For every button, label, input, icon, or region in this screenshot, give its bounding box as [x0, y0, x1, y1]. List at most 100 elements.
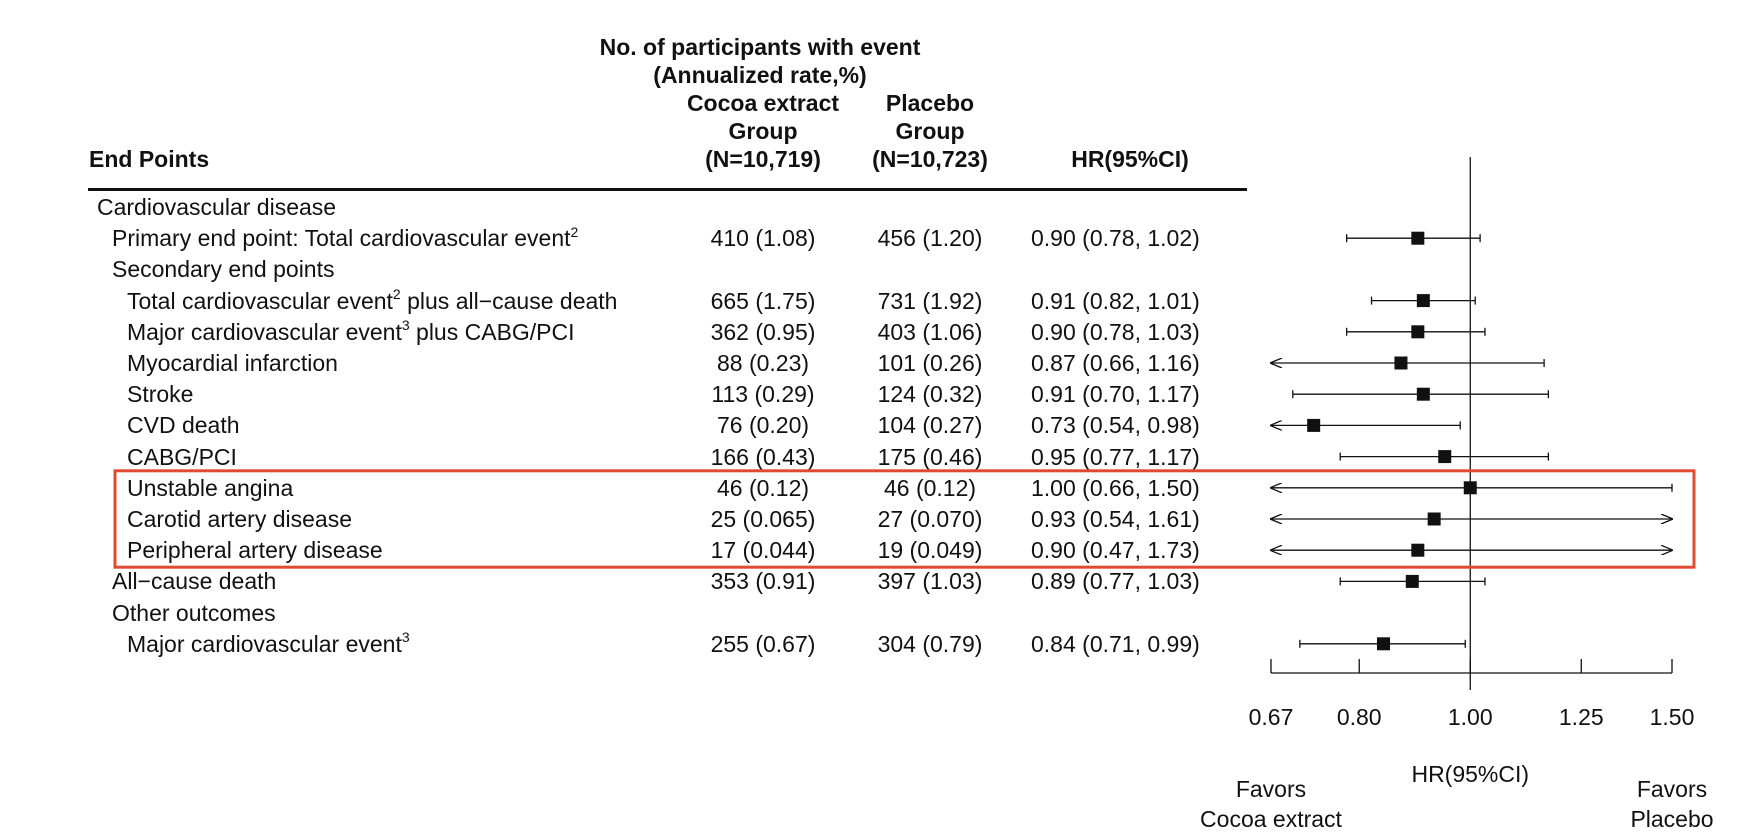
cocoa-events-cell: 76 (0.20) [716, 412, 810, 439]
endpoint-label: Unstable angina [127, 474, 293, 502]
hr-point-marker [1416, 387, 1430, 401]
placebo-events-cell: 456 (1.20) [877, 225, 983, 252]
hr-ci-cell: 0.93 (0.54, 1.61) [1031, 506, 1200, 532]
endpoint-label: Primary end point: Total cardiovascular … [112, 224, 578, 252]
cocoa-events-cell: 113 (0.29) [711, 381, 815, 408]
placebo-events-cell: 104 (0.27) [877, 412, 983, 439]
endpoint-label: Carotid artery disease [127, 505, 352, 533]
cocoa-header-line2: Group [728, 118, 798, 144]
endpoint-label-text: Myocardial infarction [127, 350, 338, 376]
hr-point-marker [1416, 294, 1430, 308]
placebo-events-cell: 731 (1.92) [877, 287, 983, 314]
endpoint-label-superscript: 2 [570, 223, 579, 240]
hr-ci-cell: 0.91 (0.82, 1.01) [1031, 287, 1200, 314]
hr-point-marker [1427, 512, 1441, 526]
placebo-events-cell: 19 (0.049) [877, 537, 983, 564]
endpoint-label: Peripheral artery disease [127, 536, 383, 564]
hr-ci-cell: 1.00 (0.66, 1.50) [1031, 474, 1200, 501]
endpoint-label-text: CABG/PCI [127, 443, 237, 470]
endpoint-label-text: Total cardiovascular event [127, 287, 393, 314]
cocoa-events-cell: 25 (0.065) [710, 506, 816, 532]
hr-point-marker [1411, 231, 1425, 245]
placebo-events-cell: 124 (0.32) [877, 381, 983, 408]
endpoint-label: Secondary end points [112, 255, 335, 283]
endpoint-label: All−cause death [112, 567, 276, 595]
hr-point-marker [1394, 356, 1408, 370]
placebo-events-cell: 101 (0.26) [877, 350, 983, 376]
x-tick-label: 1.25 [1558, 704, 1604, 730]
hr-ci-cell: 0.73 (0.54, 0.98) [1031, 412, 1200, 439]
placebo-header-line2: Group [895, 118, 965, 144]
endpoint-label: Major cardiovascular event3 plus CABG/PC… [127, 318, 575, 346]
cocoa-events-cell: 362 (0.95) [710, 318, 816, 345]
x-tick-label: 0.80 [1336, 704, 1382, 730]
endpoint-label: CVD death [127, 411, 240, 439]
placebo-header-line3: (N=10,723) [872, 146, 988, 172]
cocoa-events-cell: 665 (1.75) [710, 287, 816, 314]
hr-ci-cell: 0.90 (0.78, 1.03) [1031, 318, 1200, 345]
placebo-events-cell: 46 (0.12) [883, 474, 977, 501]
header-title-line2: (Annualized rate,%) [653, 62, 867, 88]
highlight-box [113, 469, 1696, 569]
endpoint-label-text: Cardiovascular disease [97, 194, 337, 220]
endpoint-label-superscript: 3 [401, 317, 410, 334]
cocoa-events-cell: 17 (0.044) [710, 537, 816, 564]
endpoint-label-text: Other outcomes [112, 599, 276, 626]
hr-point-marker [1377, 637, 1391, 651]
favors-cocoa-annotation: Cocoa extract [1200, 806, 1342, 832]
endpoint-label-text: Secondary end points [112, 256, 335, 283]
placebo-events-cell: 27 (0.070) [877, 506, 983, 532]
endpoint-label: Cardiovascular disease [97, 193, 336, 221]
endpoint-label: CABG/PCI [127, 443, 237, 471]
x-tick-label: 1.00 [1447, 704, 1493, 730]
hr-point-marker [1307, 418, 1321, 432]
endpoint-label-text: Primary end point: Total cardiovascular … [112, 225, 571, 252]
hr-ci-cell: 0.95 (0.77, 1.17) [1031, 443, 1200, 470]
x-axis-title: HR(95%CI) [1411, 761, 1530, 787]
hr-header: HR(95%CI) [1071, 146, 1189, 172]
endpoint-label-tail: plus CABG/PCI [409, 318, 575, 345]
hr-point-marker [1411, 543, 1425, 557]
header-title-line1: No. of participants with event [599, 34, 921, 60]
x-tick-label: 0.67 [1248, 704, 1294, 730]
endpoint-label-superscript: 3 [401, 629, 410, 646]
cocoa-events-cell: 166 (0.43) [710, 443, 816, 470]
hr-point-marker [1463, 481, 1477, 495]
endpoints-header: End Points [89, 146, 210, 172]
endpoint-label: Other outcomes [112, 599, 276, 627]
endpoint-label-text: Major cardiovascular event [127, 318, 402, 345]
endpoint-label-text: Carotid artery disease [127, 506, 352, 532]
endpoint-label-tail: plus all−cause death [400, 287, 618, 314]
hr-ci-cell: 0.89 (0.77, 1.03) [1031, 568, 1200, 595]
cocoa-events-cell: 353 (0.91) [710, 568, 816, 595]
x-tick-label: 1.50 [1649, 704, 1695, 730]
cocoa-header-line1: Cocoa extract [686, 90, 840, 116]
hr-ci-cell: 0.90 (0.47, 1.73) [1031, 537, 1200, 564]
hr-ci-cell: 0.87 (0.66, 1.16) [1031, 350, 1200, 376]
placebo-header-line1: Placebo [885, 90, 975, 116]
cocoa-header-line3: (N=10,719) [705, 146, 821, 172]
endpoint-label: Myocardial infarction [127, 349, 338, 377]
hr-ci-cell: 0.84 (0.71, 0.99) [1031, 630, 1200, 657]
endpoint-label: Total cardiovascular event2 plus all−cau… [127, 287, 617, 315]
cocoa-events-cell: 410 (1.08) [710, 225, 816, 252]
placebo-events-cell: 403 (1.06) [877, 318, 983, 345]
placebo-events-cell: 304 (0.79) [877, 630, 983, 657]
endpoint-label-superscript: 2 [392, 285, 401, 302]
cocoa-events-cell: 255 (0.67) [710, 630, 816, 657]
favors-placebo-annotation: Placebo [1630, 806, 1714, 832]
endpoint-label-text: Major cardiovascular event [127, 630, 402, 657]
endpoint-label-text: CVD death [127, 412, 240, 439]
hr-ci-cell: 0.90 (0.78, 1.02) [1031, 225, 1200, 252]
favors-placebo-annotation: Favors [1636, 776, 1708, 802]
hr-point-marker [1438, 450, 1452, 464]
endpoint-label-text: All−cause death [112, 568, 277, 595]
endpoint-label-text: Stroke [127, 381, 194, 408]
cocoa-events-cell: 88 (0.23) [716, 350, 810, 376]
placebo-events-cell: 397 (1.03) [877, 568, 983, 595]
endpoint-label: Stroke [127, 380, 193, 408]
hr-point-marker [1405, 574, 1419, 588]
hr-ci-cell: 0.91 (0.70, 1.17) [1031, 381, 1200, 408]
